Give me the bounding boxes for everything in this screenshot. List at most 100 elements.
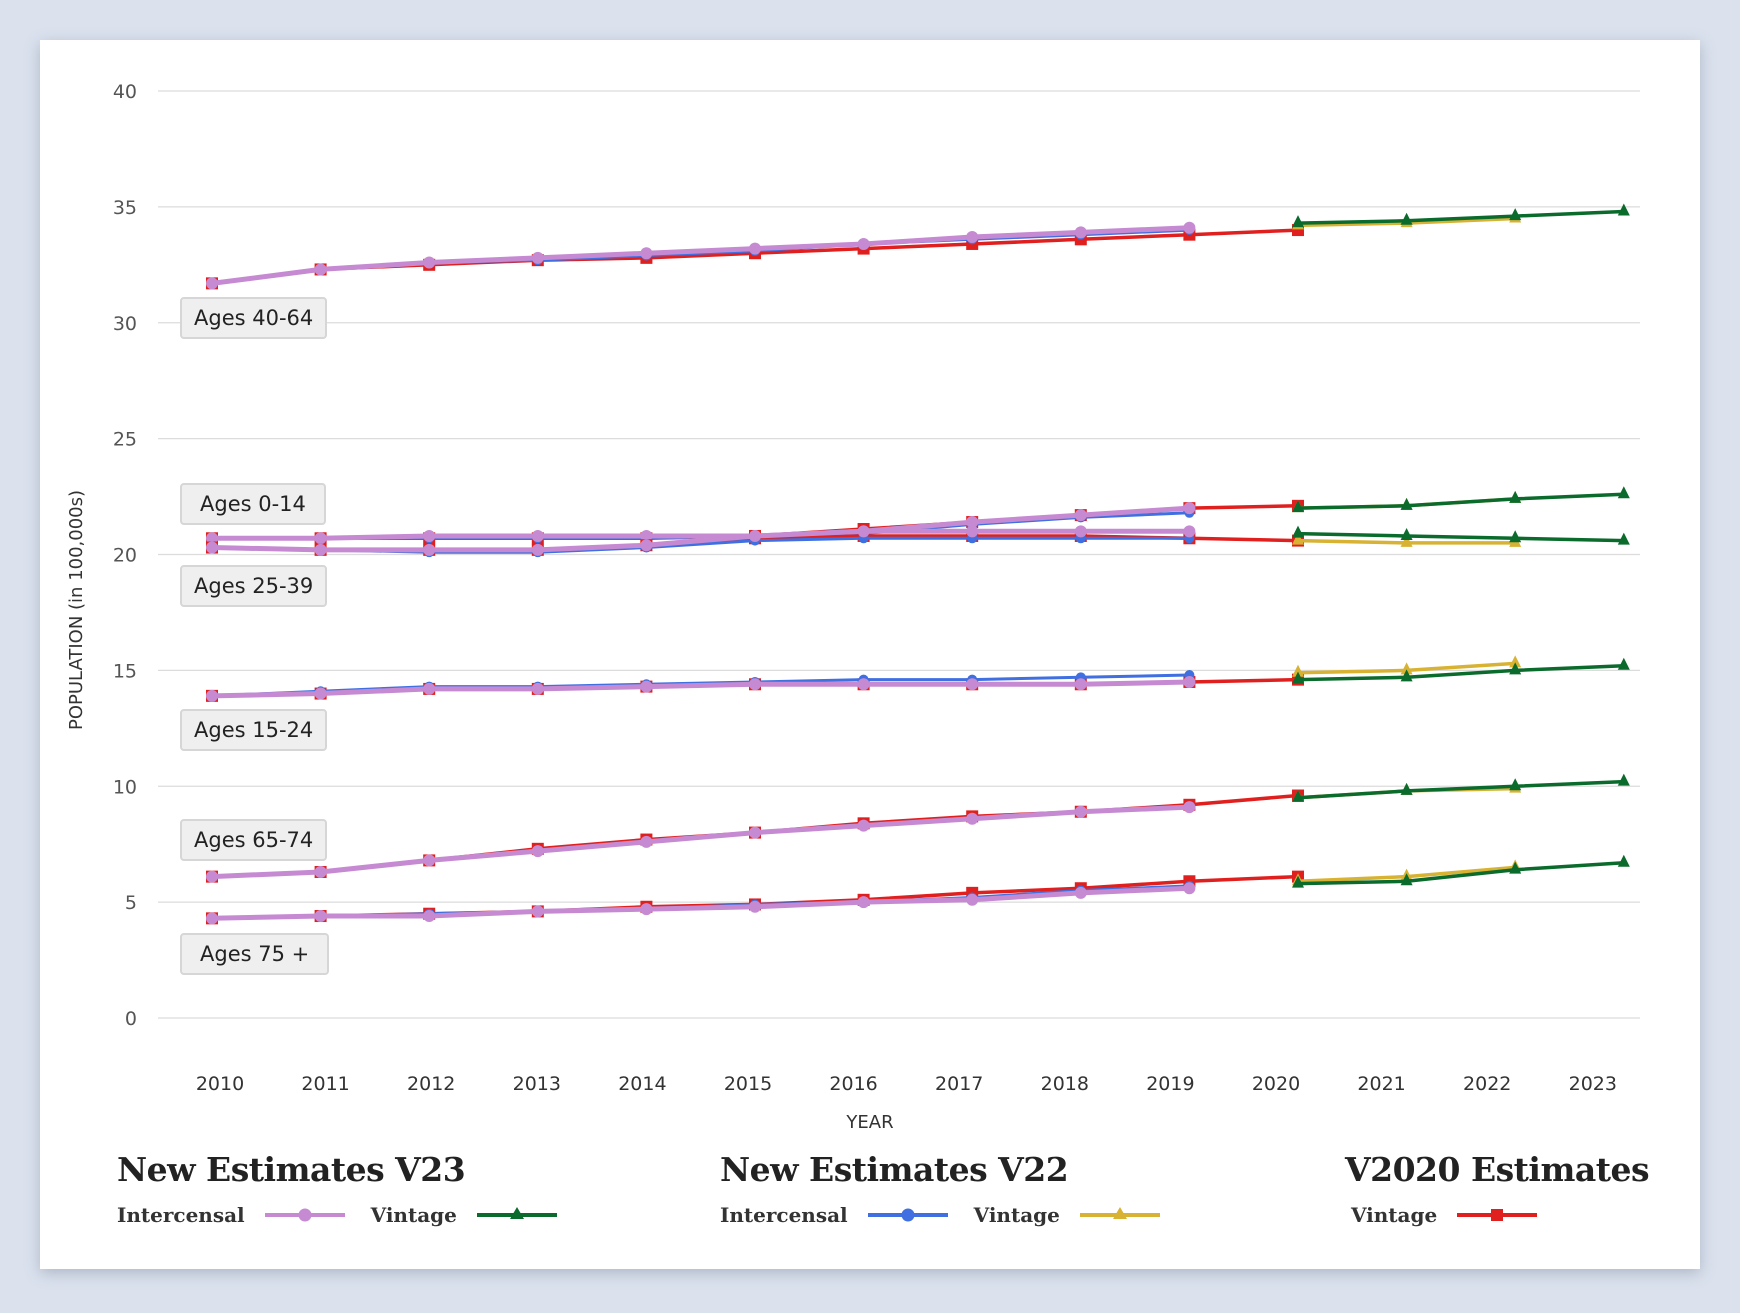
v23-intercensal-point[interactable]: [1074, 226, 1087, 239]
v23-intercensal-point[interactable]: [1183, 502, 1196, 515]
v23-vintage-point[interactable]: [1617, 773, 1630, 786]
v23-intercensal-point[interactable]: [966, 525, 979, 538]
v23-vintage-point[interactable]: [1292, 215, 1304, 228]
v23-intercensal-point[interactable]: [640, 247, 653, 260]
v23-vintage-point[interactable]: [1617, 532, 1630, 545]
v23-intercensal-point[interactable]: [857, 237, 870, 250]
v23-intercensal-point[interactable]: [749, 900, 761, 913]
v23-intercensal-point[interactable]: [206, 912, 218, 925]
v23-vintage-point[interactable]: [1509, 208, 1522, 221]
v23-intercensal-point[interactable]: [531, 845, 544, 858]
v23-intercensal-point[interactable]: [531, 905, 544, 918]
v23-intercensal-point[interactable]: [966, 893, 979, 906]
v23-intercensal-point[interactable]: [1183, 675, 1196, 688]
v23-intercensal-point[interactable]: [749, 529, 761, 542]
v23-intercensal-point[interactable]: [423, 682, 436, 695]
v23-intercensal-point[interactable]: [857, 525, 870, 538]
v23-intercensal-point[interactable]: [640, 680, 653, 693]
v23-vintage-point[interactable]: [1292, 789, 1304, 802]
v23-intercensal-point[interactable]: [1074, 805, 1087, 818]
v23-intercensal-point[interactable]: [314, 865, 327, 878]
v23-intercensal-point[interactable]: [749, 678, 761, 691]
v23-intercensal-point[interactable]: [423, 854, 436, 867]
v23-vintage-point[interactable]: [1400, 497, 1413, 510]
v23-intercensal-point[interactable]: [206, 541, 218, 554]
v23-vintage-point[interactable]: [1509, 778, 1522, 791]
v23-vintage-point[interactable]: [1509, 490, 1522, 503]
v23-intercensal-point[interactable]: [531, 682, 544, 695]
v23-intercensal-point[interactable]: [640, 539, 653, 552]
v23-intercensal-point[interactable]: [1183, 882, 1196, 895]
v22-vintage-point[interactable]: [1400, 534, 1413, 547]
v23-intercensal-point[interactable]: [640, 903, 653, 916]
v23-intercensal-point[interactable]: [1074, 886, 1087, 899]
v23-vintage-point[interactable]: [1509, 530, 1522, 543]
age-group-ages-65-74: [206, 773, 1630, 883]
v23-intercensal-point[interactable]: [640, 529, 653, 542]
v23-vintage-point[interactable]: [1292, 500, 1304, 513]
v23-vintage-point[interactable]: [1292, 671, 1304, 684]
v23-intercensal-point[interactable]: [966, 812, 979, 825]
v23-intercensal-point[interactable]: [314, 263, 327, 276]
v23-intercensal-point[interactable]: [206, 532, 218, 545]
v23-vintage-point[interactable]: [1617, 657, 1630, 670]
v23-intercensal-point[interactable]: [531, 543, 544, 556]
v23-intercensal-point[interactable]: [749, 242, 761, 255]
circle-line-icon: [264, 1208, 345, 1222]
v23-intercensal-point[interactable]: [1074, 678, 1087, 691]
v23-intercensal-point[interactable]: [857, 896, 870, 909]
v23-intercensal-point[interactable]: [1074, 509, 1087, 522]
v23-vintage-point[interactable]: [1400, 527, 1413, 540]
v23-intercensal-point[interactable]: [531, 251, 544, 264]
v23-vintage-point[interactable]: [1617, 486, 1630, 499]
v23-intercensal-point[interactable]: [531, 529, 544, 542]
v23-intercensal-point[interactable]: [966, 516, 979, 529]
legend-item-v23-intercensal[interactable]: Intercensal: [117, 1203, 345, 1227]
v23-intercensal-point[interactable]: [206, 689, 218, 702]
x-tick-label: 2012: [407, 1073, 455, 1095]
v23-intercensal-point[interactable]: [423, 543, 436, 556]
v22-vintage-point[interactable]: [1509, 655, 1522, 668]
v23-vintage-point[interactable]: [1617, 203, 1630, 216]
v23-intercensal-point[interactable]: [966, 678, 979, 691]
v22-vintage-point[interactable]: [1292, 664, 1304, 677]
v23-intercensal-point[interactable]: [206, 277, 218, 290]
age-group-ages-15-24: [206, 655, 1630, 702]
v23-vintage-point[interactable]: [1292, 875, 1304, 888]
v22-vintage-point[interactable]: [1400, 662, 1413, 675]
v23-intercensal-point[interactable]: [857, 819, 870, 832]
v23-intercensal-line: [211, 679, 1190, 699]
v23-intercensal-point[interactable]: [423, 529, 436, 542]
v23-intercensal-point[interactable]: [423, 910, 436, 923]
v23-intercensal-point[interactable]: [423, 256, 436, 269]
v23-vintage-line: [1297, 492, 1624, 510]
legend-item-v22-intercensal[interactable]: Intercensal: [720, 1203, 948, 1227]
x-tick-label: 2016: [829, 1073, 877, 1095]
v23-intercensal-point[interactable]: [314, 910, 327, 923]
v22-vintage-point[interactable]: [1292, 532, 1304, 545]
v23-vintage-point[interactable]: [1400, 873, 1413, 886]
legend-item-v23-vintage[interactable]: Vintage: [371, 1203, 557, 1227]
v23-vintage-point[interactable]: [1292, 525, 1304, 538]
v23-intercensal-point[interactable]: [314, 687, 327, 700]
v23-intercensal-point[interactable]: [1183, 525, 1196, 538]
v23-intercensal-point[interactable]: [857, 678, 870, 691]
v23-vintage-point[interactable]: [1400, 669, 1413, 682]
v23-vintage-point[interactable]: [1400, 782, 1413, 795]
legend-item-v22-vintage[interactable]: Vintage: [974, 1203, 1160, 1227]
legend-v2020: V2020 Estimates Vintage: [1345, 1150, 1650, 1227]
v23-intercensal-point[interactable]: [1183, 801, 1196, 814]
v23-intercensal-point[interactable]: [1183, 221, 1196, 234]
v23-vintage-point[interactable]: [1509, 861, 1522, 874]
v23-intercensal-point[interactable]: [749, 826, 761, 839]
v23-intercensal-point[interactable]: [966, 231, 979, 244]
v23-vintage-point[interactable]: [1617, 854, 1630, 867]
v23-intercensal-point[interactable]: [640, 835, 653, 848]
v23-intercensal-point[interactable]: [1074, 525, 1087, 538]
v23-intercensal-point[interactable]: [314, 532, 327, 545]
legend-item-v2020-vintage[interactable]: Vintage: [1351, 1203, 1538, 1227]
v23-vintage-point[interactable]: [1509, 662, 1522, 675]
v23-vintage-point[interactable]: [1400, 212, 1413, 225]
v23-intercensal-point[interactable]: [206, 870, 218, 883]
v23-intercensal-point[interactable]: [314, 543, 327, 556]
